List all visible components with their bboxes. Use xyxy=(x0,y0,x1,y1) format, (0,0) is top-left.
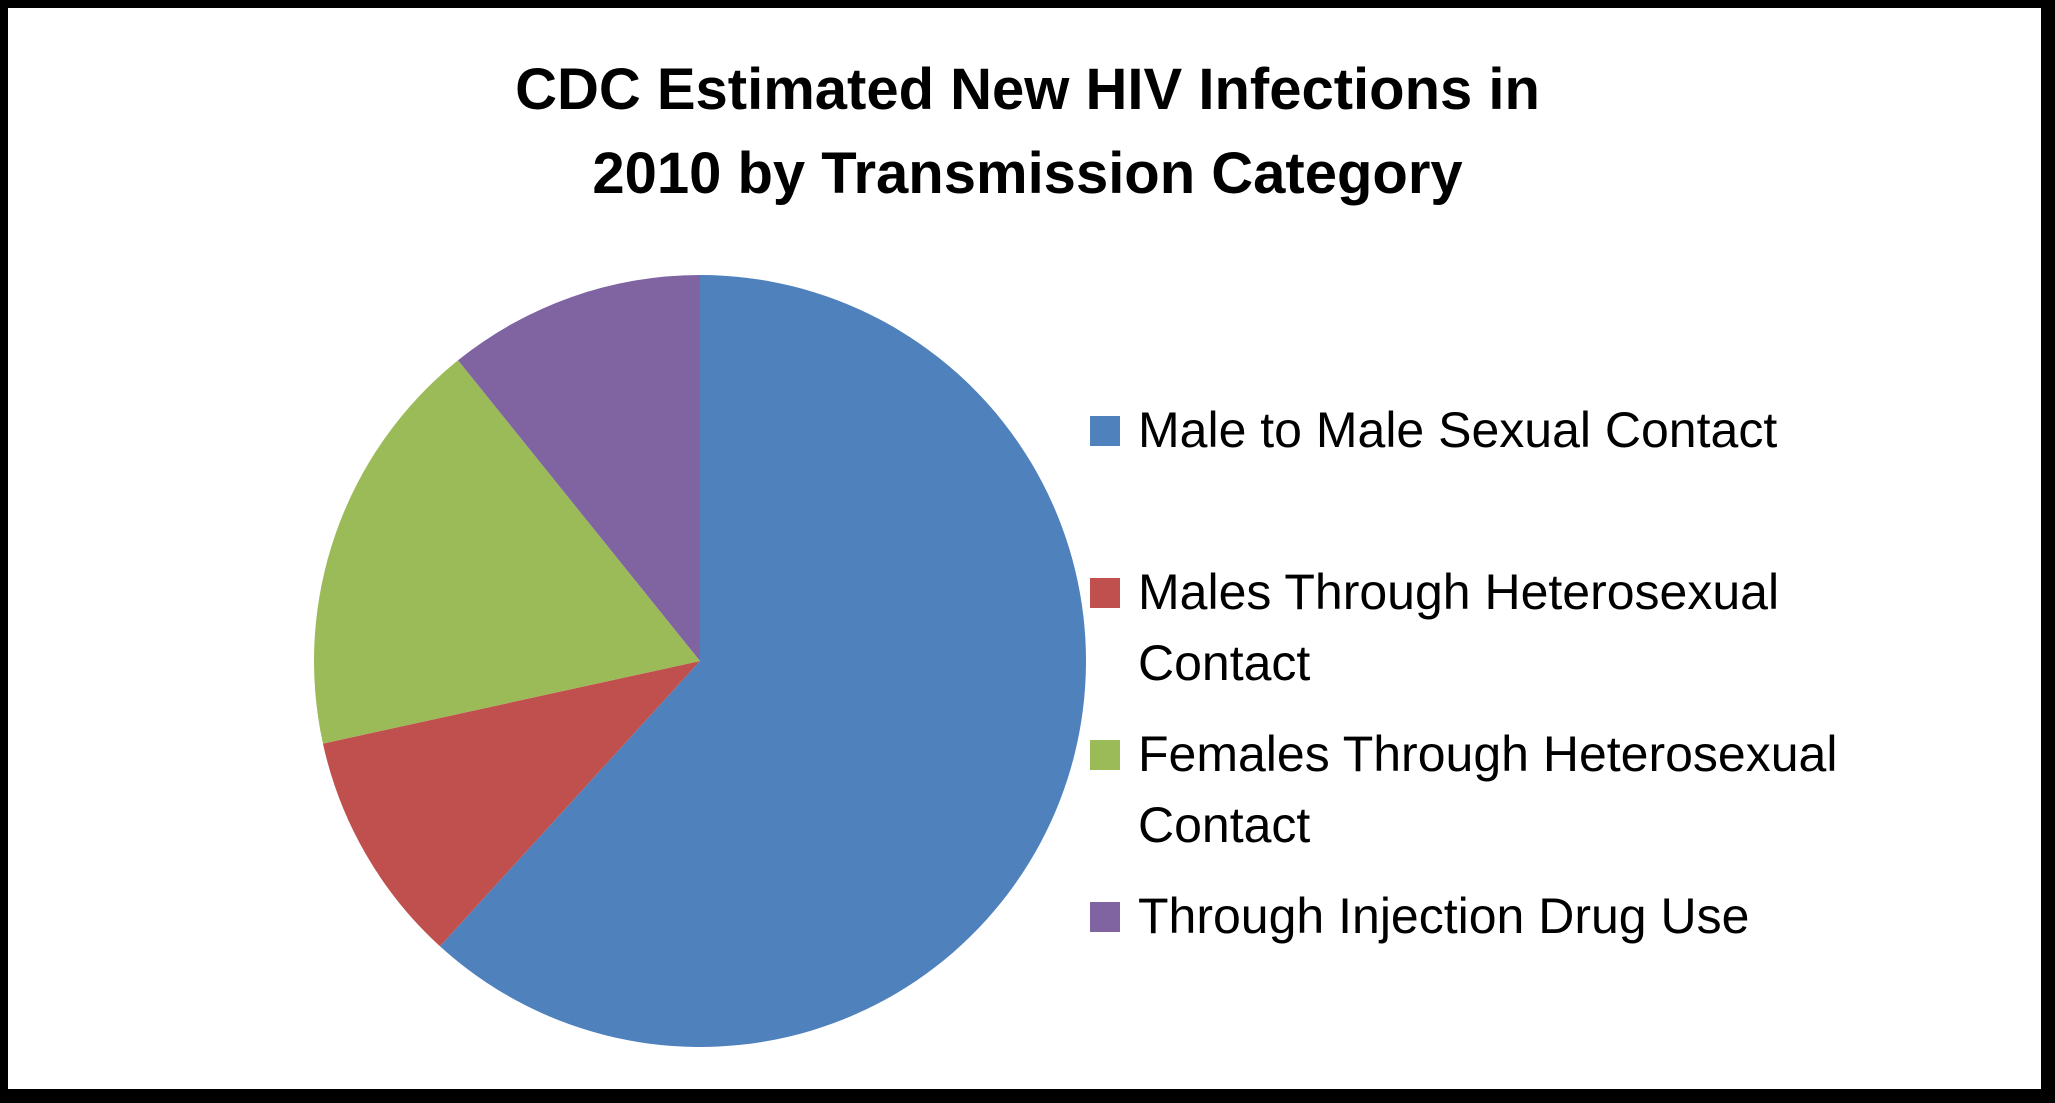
legend-swatch xyxy=(1090,578,1120,608)
legend-swatch xyxy=(1090,740,1120,770)
pie-slice-male-to-male xyxy=(439,275,1086,1047)
legend-label: Through Injection Drug Use xyxy=(1138,888,1750,944)
chart-title: CDC Estimated New HIV Infections in 2010… xyxy=(0,48,2055,216)
pie-slice-males-heterosexual xyxy=(322,661,700,947)
legend-swatch xyxy=(1090,416,1120,446)
pie-slice-injection-drug-use xyxy=(458,275,700,661)
legend-label: Male to Male Sexual Contact xyxy=(1138,402,1778,458)
legend-item-injection-drug-use: Through Injection Drug Use xyxy=(1090,881,1970,952)
legend-label: Males Through Heterosexual Contact xyxy=(1138,564,1780,691)
legend-item-females-heterosexual: Females Through Heterosexual Contact xyxy=(1090,719,1970,861)
chart-title-line-2: 2010 by Transmission Category xyxy=(592,141,1463,206)
pie-slice-females-heterosexual xyxy=(314,360,700,744)
legend-item-males-heterosexual: Males Through Heterosexual Contact xyxy=(1090,557,1970,699)
legend-item-male-to-male: Male to Male Sexual Contact xyxy=(1090,395,1970,466)
legend-label: Females Through Heterosexual Contact xyxy=(1138,726,1838,853)
legend-swatch xyxy=(1090,902,1120,932)
chart-title-line-1: CDC Estimated New HIV Infections in xyxy=(515,57,1540,122)
